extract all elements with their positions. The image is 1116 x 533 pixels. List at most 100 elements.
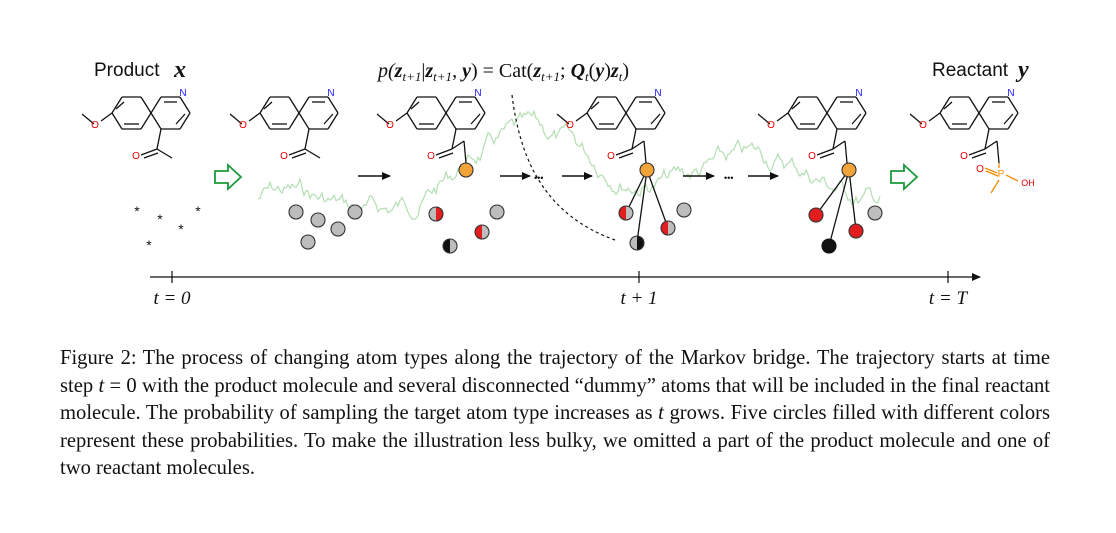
eq-qy-close: ) <box>604 60 611 82</box>
transition-equation: p(zt+1|zt+1, y) = Cat(zt+1; Qt(y)zt) <box>376 60 629 84</box>
bond <box>978 112 990 130</box>
bond <box>650 113 661 125</box>
bond <box>259 112 271 130</box>
probability-circle <box>347 204 363 220</box>
bond <box>298 96 310 114</box>
step1-circles <box>288 204 363 250</box>
step4-molecule: N O O <box>757 88 867 164</box>
bond <box>928 112 941 122</box>
bond <box>395 112 408 122</box>
probability-circle-outline <box>428 206 444 222</box>
bond <box>826 112 838 130</box>
oxygen-label: O <box>427 151 435 162</box>
bond <box>984 167 998 174</box>
bond <box>445 112 457 130</box>
step2-circles <box>428 162 505 254</box>
bond <box>625 169 648 214</box>
probability-circle-outline <box>442 238 458 254</box>
step3-circles <box>618 162 692 251</box>
caption-var-t: t <box>98 374 105 397</box>
eq-qy-open: ( <box>589 60 596 82</box>
bond <box>229 113 243 125</box>
bond <box>288 112 300 130</box>
step2-molecule: N O O <box>376 88 486 164</box>
bond <box>175 113 186 125</box>
ellipsis-1: ••• <box>534 173 543 183</box>
bond <box>819 152 835 159</box>
tick-label-t1: t + 1 <box>620 288 657 309</box>
bond <box>855 96 867 114</box>
probability-circle <box>288 204 304 220</box>
figure-caption: Figure 2: The process of changing atom ty… <box>60 345 1050 483</box>
bond <box>832 140 846 150</box>
probability-circle <box>458 162 474 178</box>
eq-z3: z <box>532 60 541 82</box>
oxygen-label: O <box>808 151 816 162</box>
bond <box>615 148 633 156</box>
oxygen-label: O <box>607 151 615 162</box>
probability-circle-half <box>661 221 668 235</box>
bond <box>654 112 666 130</box>
figure-diagram: Product x Reactant y p(zt+1|zt+1, y) = C… <box>81 57 1035 309</box>
bond <box>288 96 300 114</box>
eq-sub1: t+1 <box>402 69 421 84</box>
caption-text-2: = 0 with the product molecule and severa… <box>60 374 1050 425</box>
bond <box>1003 113 1014 125</box>
bond <box>463 140 467 164</box>
bond <box>787 112 799 130</box>
bond <box>816 148 834 156</box>
bond <box>636 169 648 243</box>
probability-circle-half <box>443 239 450 253</box>
bond <box>844 140 848 164</box>
eq-bar: | <box>421 60 425 82</box>
step-arrows: ••• ••• <box>358 172 779 183</box>
dummy-atom: * <box>157 211 163 227</box>
eq-sub4: t <box>619 69 623 84</box>
bond <box>81 113 95 125</box>
timeline: t = 0 t + 1 t = T <box>150 271 981 309</box>
oxygen-label: O <box>960 151 968 162</box>
bond <box>791 101 801 110</box>
bond <box>259 96 271 114</box>
oxygen-label: O <box>280 151 288 162</box>
bond <box>968 148 986 156</box>
dummy-atom: * <box>146 237 152 253</box>
probability-circle-half <box>619 206 626 220</box>
bond <box>848 169 857 231</box>
bond <box>111 112 123 130</box>
bond <box>111 96 123 114</box>
oxygen-label: O <box>919 120 927 131</box>
probability-circle <box>310 212 326 228</box>
bond <box>263 101 273 110</box>
reactant-variable: y <box>1015 57 1029 83</box>
hydroxyl-label: OH <box>1021 178 1035 188</box>
bond <box>435 148 453 156</box>
probability-circle <box>841 162 857 178</box>
bond <box>140 148 158 156</box>
reactant-label: Reactant <box>932 60 1009 81</box>
bond <box>410 101 420 110</box>
bond <box>978 96 990 114</box>
bond <box>646 169 669 229</box>
bond <box>323 113 334 125</box>
nitrogen-label: N <box>1007 88 1014 99</box>
probability-circle <box>489 204 505 220</box>
bond <box>815 169 850 216</box>
bond <box>556 113 570 125</box>
product-variable: x <box>173 57 186 83</box>
nitrogen-label: N <box>327 88 334 99</box>
caption-text-1: The process of changing atom types along… <box>60 347 1051 397</box>
bond <box>757 113 771 125</box>
bond <box>909 113 923 125</box>
oxygen-label: O <box>91 120 99 131</box>
caption-text-3: grows. Five circles filled with differen… <box>60 402 1051 479</box>
oxygen-label: O <box>386 120 394 131</box>
bond <box>939 112 951 130</box>
probability-circle <box>867 205 883 221</box>
bond <box>631 140 645 150</box>
dummy-atom: * <box>195 203 201 219</box>
probability-circle-half <box>630 236 637 250</box>
bond <box>586 96 598 114</box>
eq-z2: z <box>424 60 433 82</box>
phosphorus-label: P <box>998 169 1005 180</box>
